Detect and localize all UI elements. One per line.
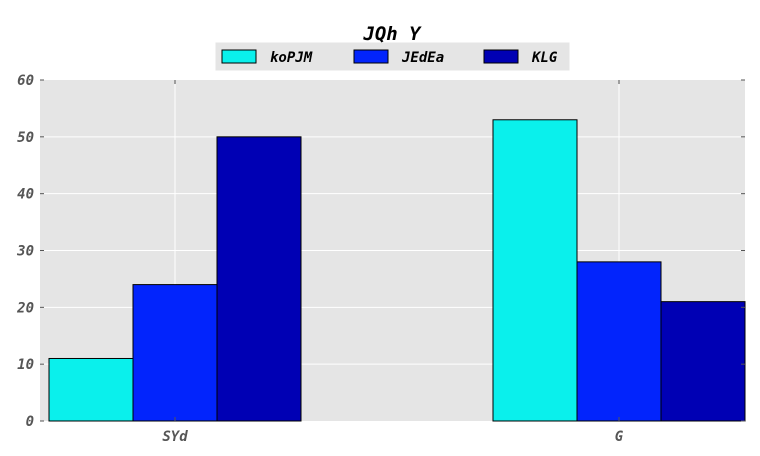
legend-label: JEdEa	[401, 50, 444, 66]
bar-koPJM-SYd	[49, 358, 133, 421]
y-tick-label: 0	[26, 414, 34, 430]
y-tick-label: 50	[17, 130, 34, 146]
y-tick-label: 20	[16, 300, 34, 316]
legend-swatch	[354, 50, 388, 63]
y-tick-label: 60	[17, 73, 34, 89]
legend-label: KLG	[531, 50, 558, 66]
legend-label: koPJM	[270, 50, 313, 66]
x-tick-label: G	[615, 429, 624, 445]
bar-JEdEa-G	[577, 262, 661, 421]
bar-JEdEa-SYd	[133, 285, 217, 421]
legend-swatch	[222, 50, 256, 63]
bar-koPJM-G	[493, 120, 577, 421]
bar-KLG-SYd	[217, 137, 301, 421]
y-tick-label: 10	[17, 357, 34, 373]
x-tick-label: SYd	[162, 429, 188, 445]
y-tick-label: 40	[17, 187, 34, 203]
y-tick-label: 30	[16, 244, 34, 260]
bar-KLG-G	[661, 302, 745, 421]
legend: koPJM JEdEa KLG	[216, 43, 569, 70]
legend-swatch	[484, 50, 518, 63]
chart-title: JQh Y	[362, 23, 422, 45]
